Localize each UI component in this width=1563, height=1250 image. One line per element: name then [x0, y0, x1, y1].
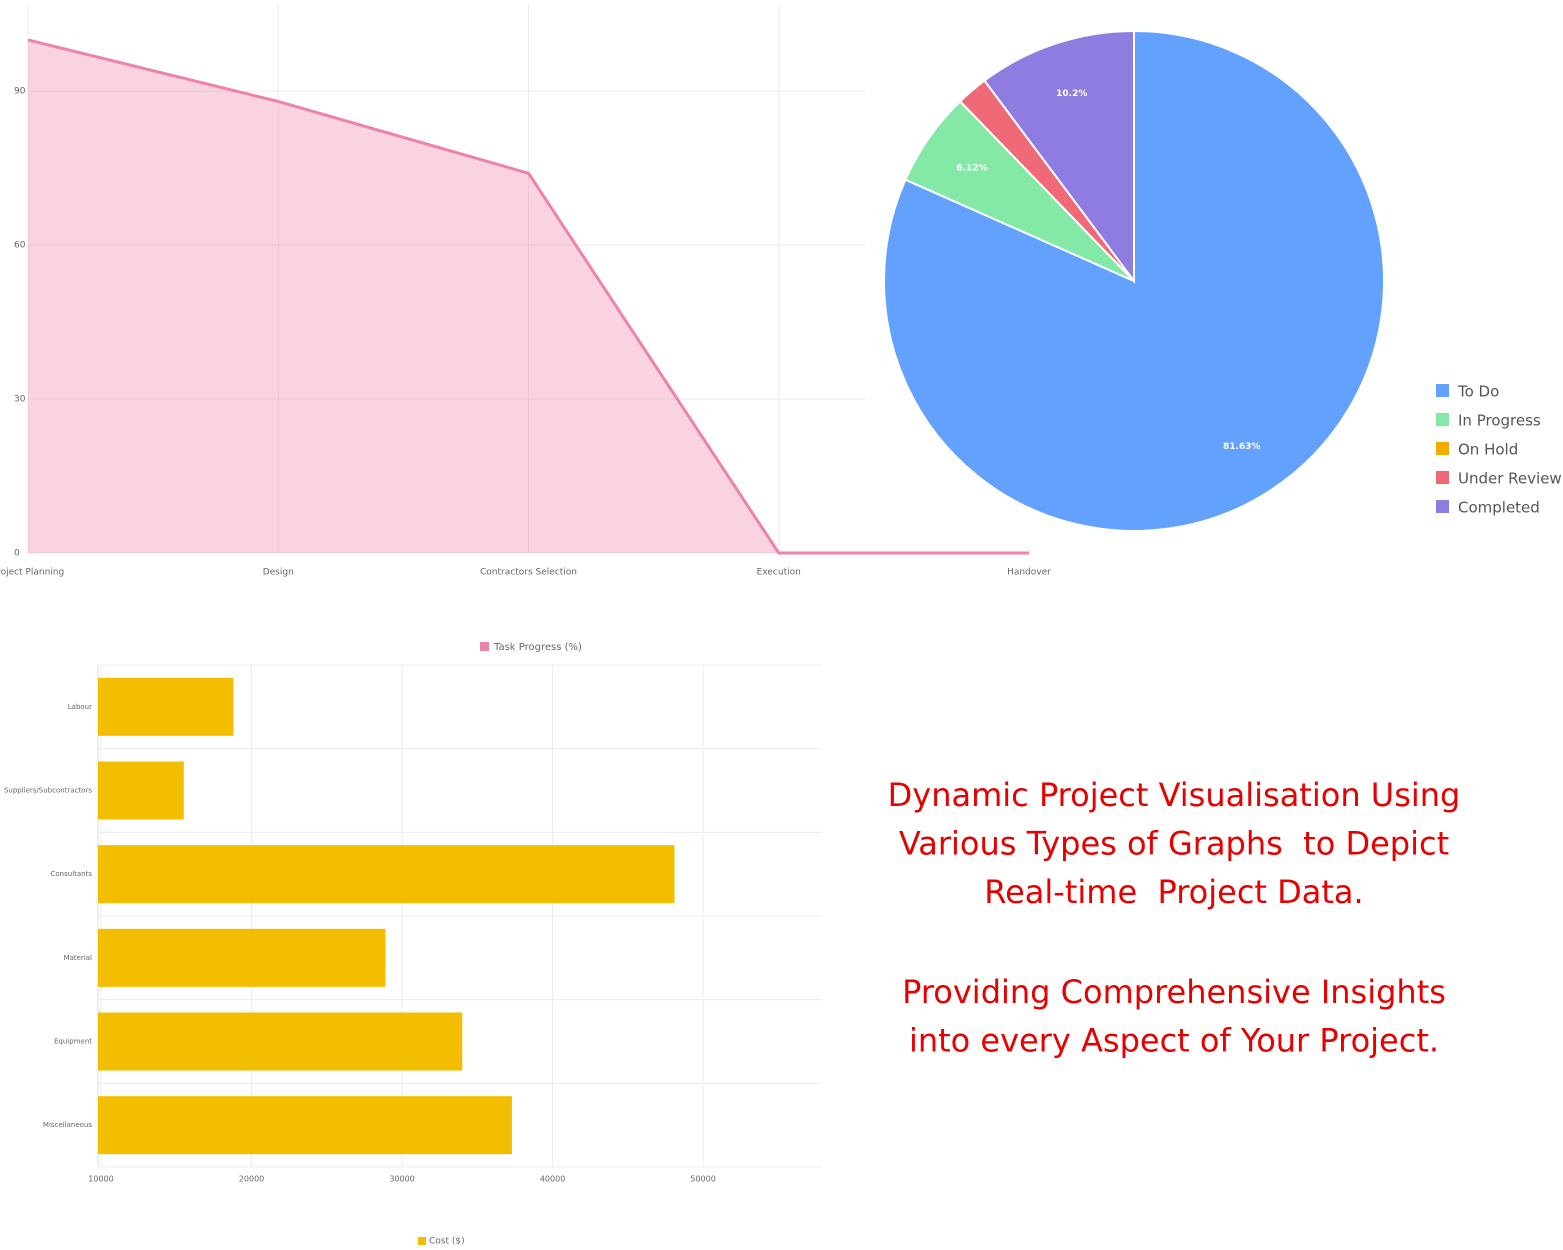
y-tick-label: 0 — [14, 549, 20, 559]
y-tick-label: 90 — [14, 87, 26, 97]
x-tick-label: Execution — [757, 568, 801, 578]
bar — [98, 1096, 512, 1155]
bar — [98, 761, 184, 820]
legend-label: Task Progress (%) — [493, 642, 582, 653]
caption-line: Dynamic Project Visualisation Using — [888, 776, 1461, 814]
legend-label: In Progress — [1458, 412, 1541, 430]
legend-swatch — [418, 1237, 426, 1245]
area-fill — [28, 39, 1029, 553]
legend-swatch — [480, 642, 489, 651]
x-tick-label: 50000 — [690, 1175, 715, 1184]
legend-label: Cost ($) — [429, 1237, 465, 1247]
caption-line: Various Types of Graphs to Depict — [899, 825, 1449, 863]
pie-slice — [983, 29, 1135, 285]
caption-line: into every Aspect of Your Project. — [909, 1022, 1439, 1060]
legend-swatch — [1436, 384, 1449, 397]
x-tick-label: Project Planning — [0, 568, 64, 578]
bar — [98, 677, 234, 736]
y-tick-label: Miscellaneous — [43, 1121, 92, 1129]
legend-label: On Hold — [1458, 441, 1518, 459]
y-tick-label: Consultants — [51, 870, 93, 878]
slice-label: 81.63% — [1223, 442, 1261, 452]
x-tick-label: Contractors Selection — [480, 568, 577, 578]
caption-line: Providing Comprehensive Insights — [902, 973, 1446, 1011]
y-tick-label: Equipment — [54, 1038, 92, 1046]
y-tick-label: Suppliers/Subcontractors — [4, 787, 92, 795]
legend-label: Under Review — [1458, 470, 1562, 488]
bar — [98, 1012, 463, 1071]
legend-swatch — [1436, 471, 1449, 484]
y-tick-label: Labour — [68, 703, 92, 711]
y-tick-label: Material — [64, 954, 92, 962]
x-tick-label: Design — [263, 568, 294, 578]
y-tick-label: 30 — [14, 395, 26, 405]
x-tick-label: 40000 — [540, 1175, 565, 1184]
bar — [98, 845, 675, 904]
x-tick-label: Handover — [1007, 568, 1051, 578]
legend-swatch — [1436, 500, 1449, 513]
legend-label: Completed — [1458, 499, 1540, 517]
caption-line: Real-time Project Data. — [984, 873, 1363, 911]
legend-swatch — [1436, 442, 1449, 455]
x-tick-label: 30000 — [389, 1175, 414, 1184]
legend-label: To Do — [1457, 383, 1499, 401]
slice-label: 10.2% — [1056, 89, 1087, 99]
y-tick-label: 60 — [14, 241, 26, 251]
bar — [98, 928, 386, 987]
slice-label: 6.12% — [956, 163, 987, 173]
x-tick-label: 20000 — [239, 1175, 264, 1184]
x-tick-label: 10000 — [88, 1175, 113, 1184]
legend-swatch — [1436, 413, 1449, 426]
area-line — [27, 38, 1029, 555]
